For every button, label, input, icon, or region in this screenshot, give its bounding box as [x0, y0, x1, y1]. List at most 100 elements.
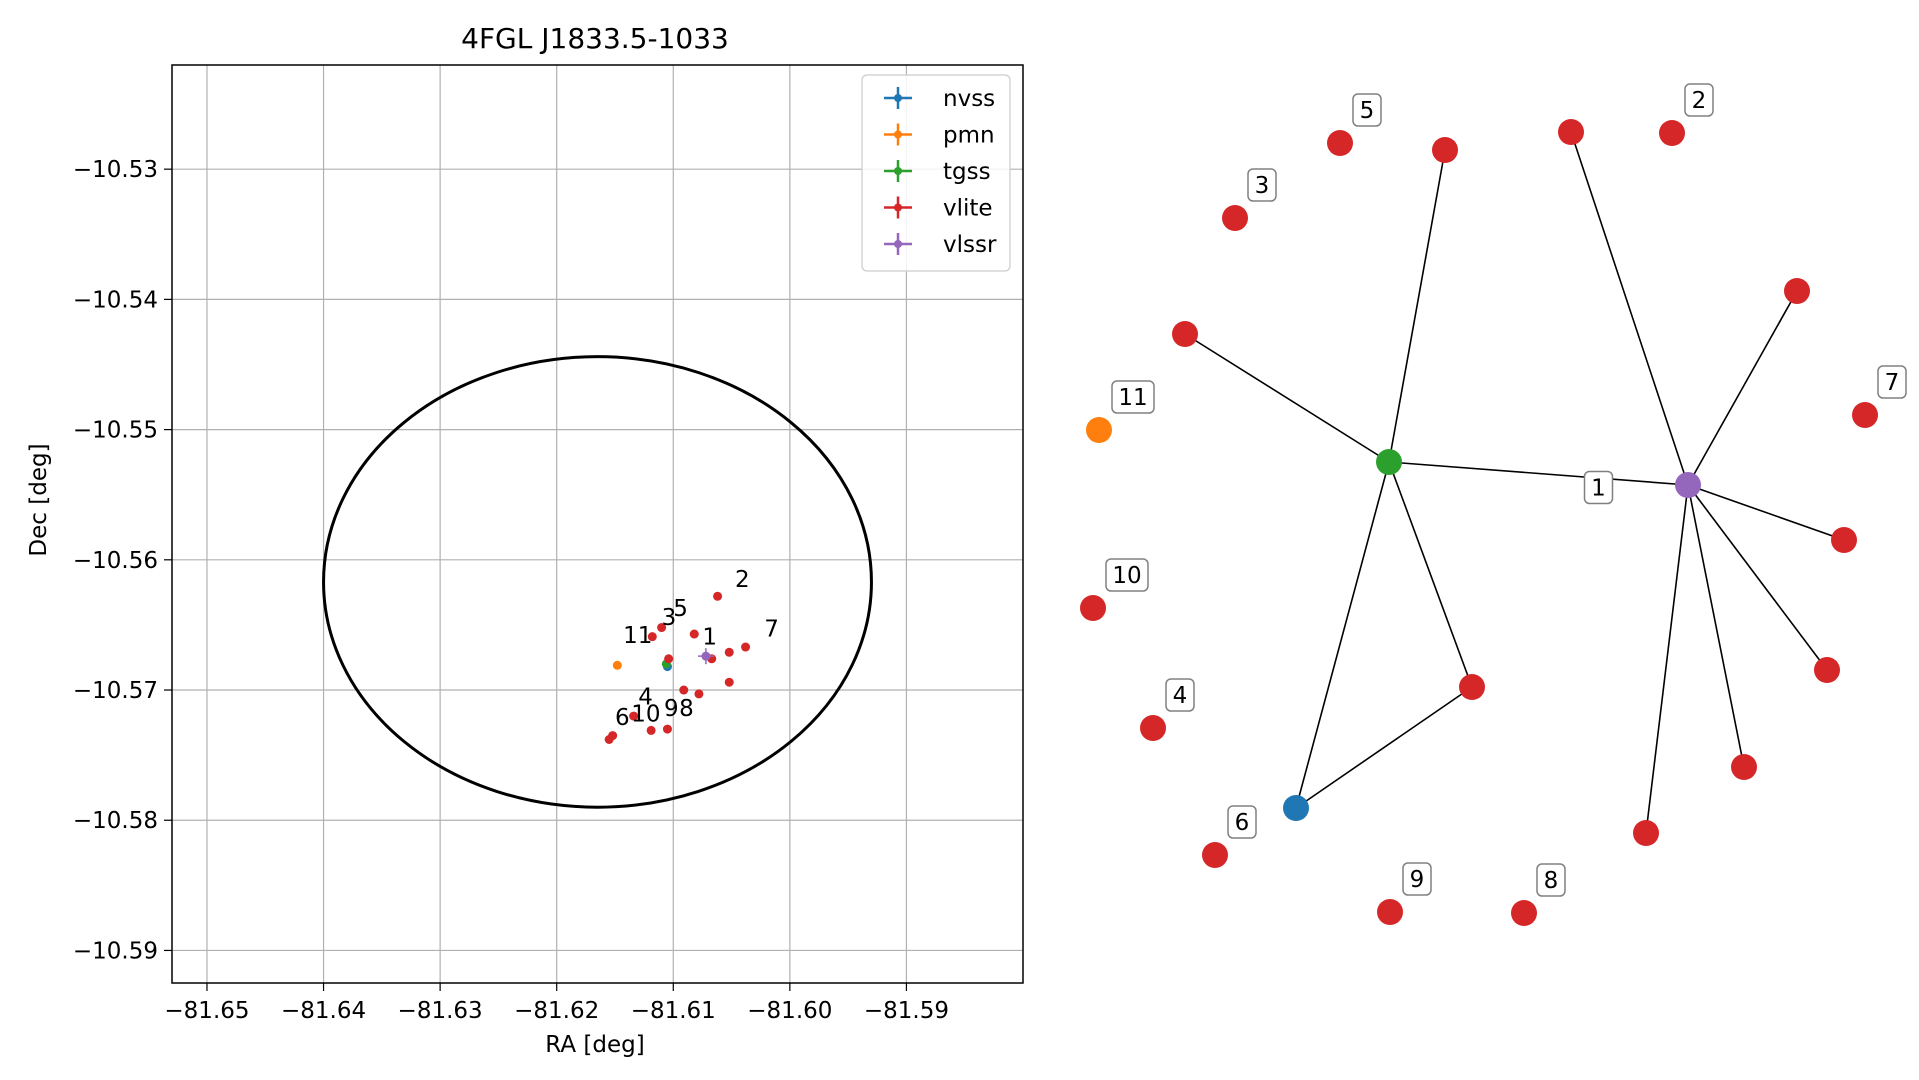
graph-node-vlite — [1459, 674, 1485, 700]
node-label: 8 — [1544, 868, 1559, 894]
node-label-box — [1684, 83, 1714, 117]
node-label: 6 — [1235, 810, 1250, 836]
axis-ticks: −81.65 −81.64 −81.63 −81.62 −81.61 −81.60 −81.… — [73, 157, 949, 1024]
vlite-point — [694, 689, 704, 699]
graph-node-vlite — [1327, 130, 1353, 156]
vlite-point — [664, 654, 674, 664]
node-label: 11 — [1118, 385, 1147, 411]
vlite-point — [604, 735, 614, 745]
vlite-point — [662, 724, 672, 734]
vlite-point — [724, 647, 734, 657]
y-tick-label: −10.59 — [73, 938, 158, 964]
vlite-point — [724, 677, 734, 687]
node-label-box — [1877, 365, 1907, 399]
chart-title: 4FGL J1833.5-1033 — [461, 22, 729, 55]
graph-node-vlite — [1432, 137, 1458, 163]
graph-node-vlite — [1222, 205, 1248, 231]
legend-marker-dot — [894, 240, 902, 248]
vlite-point — [679, 685, 689, 695]
graph-node-vlite — [1511, 900, 1537, 926]
scatter-points — [604, 591, 751, 745]
node-label-box — [1536, 863, 1566, 897]
node-label-box — [1111, 380, 1155, 414]
plot-frame — [171, 64, 1024, 984]
node-label: 7 — [1885, 370, 1900, 396]
graph-node-vlite — [1831, 527, 1857, 553]
vlite-point — [629, 711, 639, 721]
graph-node-vlite — [1784, 278, 1810, 304]
vlite-point — [647, 632, 657, 642]
legend-marker-dot — [894, 203, 902, 212]
y-tick-label: −10.58 — [73, 808, 158, 834]
node-label-box — [1105, 558, 1149, 592]
legend-marker-dot — [894, 130, 902, 139]
graph-edge — [1570, 131, 1689, 486]
error-ellipse-outline — [322, 355, 873, 809]
node-label-box — [1227, 805, 1257, 839]
graph-node-vlite — [1731, 754, 1757, 780]
graph-edge — [1687, 484, 1845, 541]
point-label: 2 — [735, 567, 750, 593]
grid — [172, 65, 1023, 983]
node-label: 10 — [1112, 563, 1141, 589]
y-tick-label: −10.53 — [73, 157, 158, 183]
graph-edge — [1388, 461, 1473, 688]
edge-label-box — [1583, 470, 1614, 505]
graph-node-vlite — [1633, 820, 1659, 846]
x-tick-label: −81.62 — [514, 998, 599, 1024]
graph-edge — [1687, 290, 1798, 486]
point-label: 9 — [664, 696, 679, 722]
graph-node-vlite — [1172, 321, 1198, 347]
node-label: 2 — [1692, 88, 1707, 114]
graph-edge — [1687, 484, 1745, 768]
node-label-box — [1352, 93, 1382, 127]
graph-node-vlite — [1852, 402, 1878, 428]
graph-node-tgss — [1376, 449, 1402, 475]
y-tick-label: −10.54 — [73, 287, 158, 313]
graph-edge — [1687, 484, 1828, 671]
graph-edge — [1295, 461, 1390, 809]
vlite-point — [741, 642, 751, 652]
vlite-point — [689, 629, 699, 639]
graph-node-vlite — [1202, 842, 1228, 868]
point-label: 10 — [631, 701, 660, 727]
vlite-point — [657, 623, 667, 633]
graph-edge — [1388, 461, 1689, 486]
x-tick-label: −81.64 — [281, 998, 366, 1024]
graph-node-vlite — [1140, 715, 1166, 741]
legend-entry-tgss: tgss — [943, 159, 991, 185]
graph-node-vlite — [1814, 657, 1840, 683]
node-label: 9 — [1410, 867, 1425, 893]
y-tick-label: −10.56 — [73, 548, 158, 574]
point-label: 8 — [679, 696, 694, 722]
point-label: 3 — [662, 605, 677, 631]
x-axis-label: RA [deg] — [545, 1032, 644, 1058]
node-label: 3 — [1255, 173, 1270, 199]
graph-edge — [1184, 333, 1390, 463]
edge-label: 1 — [1591, 476, 1606, 502]
legend-marker-dot — [894, 94, 902, 102]
legend-entry-pmn: pmn — [943, 123, 995, 149]
legend-entry-nvss: nvss — [943, 86, 995, 112]
x-tick-label: −81.61 — [631, 998, 716, 1024]
node-label-box — [1247, 168, 1277, 202]
y-tick-label: −10.57 — [73, 678, 158, 704]
graph-node-vlite — [1659, 120, 1685, 146]
graph-edge — [1645, 484, 1689, 834]
graph-node-nvss — [1283, 795, 1309, 821]
y-tick-label: −10.55 — [73, 418, 158, 444]
legend-entry-vlite: vlite — [943, 196, 993, 222]
x-tick-label: −81.59 — [864, 998, 949, 1024]
node-label-box — [1165, 678, 1195, 712]
y-axis-label: Dec [deg] — [26, 443, 52, 556]
graph-node-vlssr — [1675, 472, 1701, 498]
point-label: 7 — [764, 617, 779, 643]
point-label: 5 — [673, 596, 688, 622]
graph-edge — [1295, 686, 1473, 809]
vlite-point — [713, 591, 723, 601]
graph-node-vlite — [1080, 595, 1106, 621]
point-label: 4 — [638, 684, 653, 710]
